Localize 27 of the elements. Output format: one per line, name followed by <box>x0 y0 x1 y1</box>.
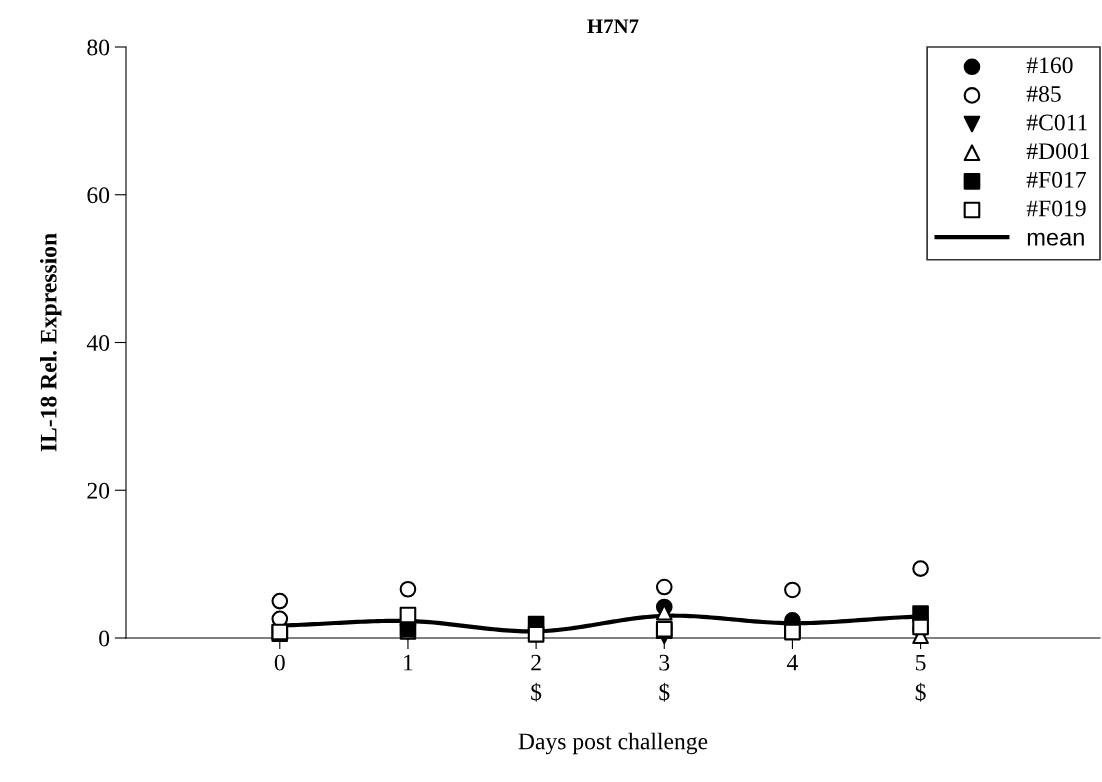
y-tick-label: 60 <box>87 187 110 204</box>
chart-title: H7N7 <box>587 19 639 34</box>
legend-label: #85 <box>1026 85 1061 102</box>
x-tick-label: 4 <box>786 654 798 671</box>
point <box>912 560 929 577</box>
legend-label: #F019 <box>1026 200 1086 217</box>
y-axis-title: IL-18 Rel. Expression <box>40 233 62 452</box>
y-tick-label: 40 <box>86 334 110 351</box>
x-tick-label: 3 $ <box>659 654 670 702</box>
y-tick-label: 0 <box>99 630 110 647</box>
legend-label: #C011 <box>1026 114 1087 131</box>
legend-label: #160 <box>1026 57 1073 74</box>
legend-label: #D001 <box>1026 143 1090 160</box>
point <box>399 580 417 598</box>
x-tick-label: 2 $ <box>531 654 542 702</box>
point <box>527 625 545 643</box>
point <box>399 606 417 624</box>
point <box>271 592 289 610</box>
y-tick-label: 80 <box>87 39 110 56</box>
x-tick-label: 5 $ <box>915 654 926 702</box>
legend-label: mean <box>1027 232 1084 246</box>
legend-label: #F017 <box>1026 171 1086 188</box>
point <box>655 578 673 596</box>
x-tick-label: 1 <box>404 654 413 671</box>
x-tick-label: 0 <box>274 654 285 671</box>
y-tick-label: 20 <box>87 482 110 499</box>
x-axis-title: Days post challenge <box>518 732 708 755</box>
